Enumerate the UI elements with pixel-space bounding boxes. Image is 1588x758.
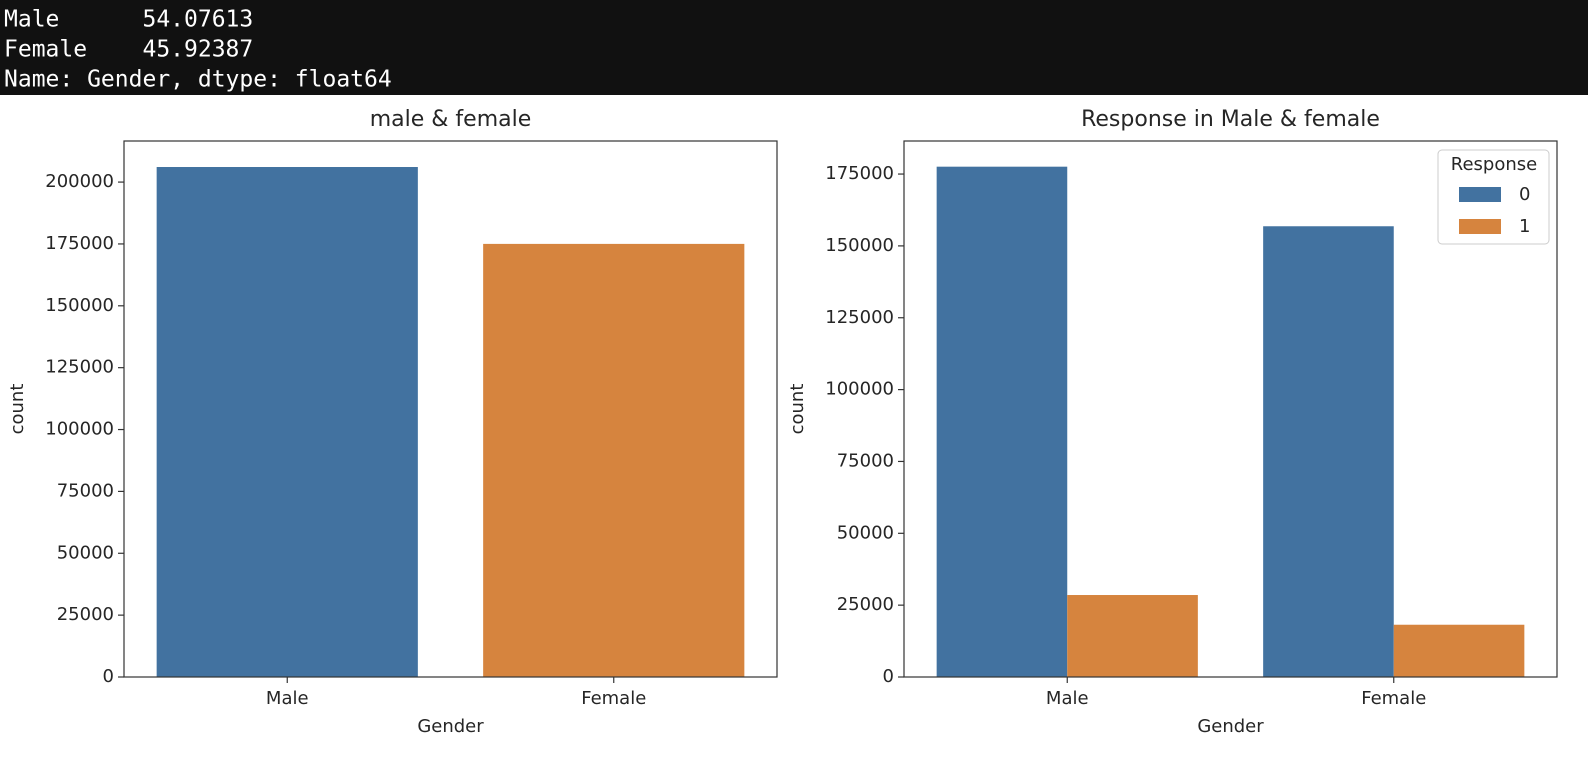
output-background <box>0 0 1588 95</box>
y-tick-label: 125000 <box>45 357 114 378</box>
y-tick-label: 175000 <box>825 163 894 184</box>
y-axis-label: count <box>787 384 808 435</box>
x-tick-label: Male <box>1046 688 1089 709</box>
y-tick-label: 25000 <box>837 594 894 615</box>
bar <box>156 167 418 677</box>
y-tick-label: 100000 <box>45 419 114 440</box>
y-tick-label: 75000 <box>57 480 114 501</box>
x-axis-label: Gender <box>417 716 484 737</box>
y-tick-label: 50000 <box>57 542 114 563</box>
y-tick-label: 150000 <box>825 235 894 256</box>
legend-label: 0 <box>1519 184 1530 205</box>
x-tick-label: Male <box>266 688 309 709</box>
output-line: Male 54.07613 <box>4 7 253 33</box>
output-line: Female 45.92387 <box>4 37 253 63</box>
y-tick-label: 125000 <box>825 307 894 328</box>
bar <box>936 166 1068 678</box>
legend-swatch <box>1459 187 1501 202</box>
axes-frame <box>123 140 778 678</box>
x-tick-label: Female <box>1361 688 1426 709</box>
y-tick-label: 50000 <box>837 522 894 543</box>
x-tick-label: Female <box>581 688 646 709</box>
bar <box>1067 595 1198 677</box>
legend-swatch <box>1459 219 1501 234</box>
y-tick-label: 200000 <box>45 171 114 192</box>
x-axis-label: Gender <box>1197 716 1264 737</box>
y-axis-label: count <box>7 384 28 435</box>
y-tick-label: 0 <box>103 666 114 687</box>
y-tick-label: 100000 <box>825 379 894 400</box>
chart-title: Response in Male & female <box>1081 107 1380 132</box>
chart-title: male & female <box>370 107 532 132</box>
y-tick-label: 175000 <box>45 233 114 254</box>
legend-label: 1 <box>1519 216 1530 237</box>
y-tick-label: 25000 <box>57 604 114 625</box>
bar <box>1263 226 1394 677</box>
y-tick-label: 75000 <box>837 450 894 471</box>
output-line: Name: Gender, dtype: float64 <box>4 67 392 93</box>
legend-title: Response <box>1451 154 1537 175</box>
bar <box>1393 624 1525 677</box>
y-tick-label: 150000 <box>45 295 114 316</box>
axes-frame <box>903 140 1558 678</box>
bar <box>483 243 745 678</box>
y-tick-label: 0 <box>883 666 894 687</box>
